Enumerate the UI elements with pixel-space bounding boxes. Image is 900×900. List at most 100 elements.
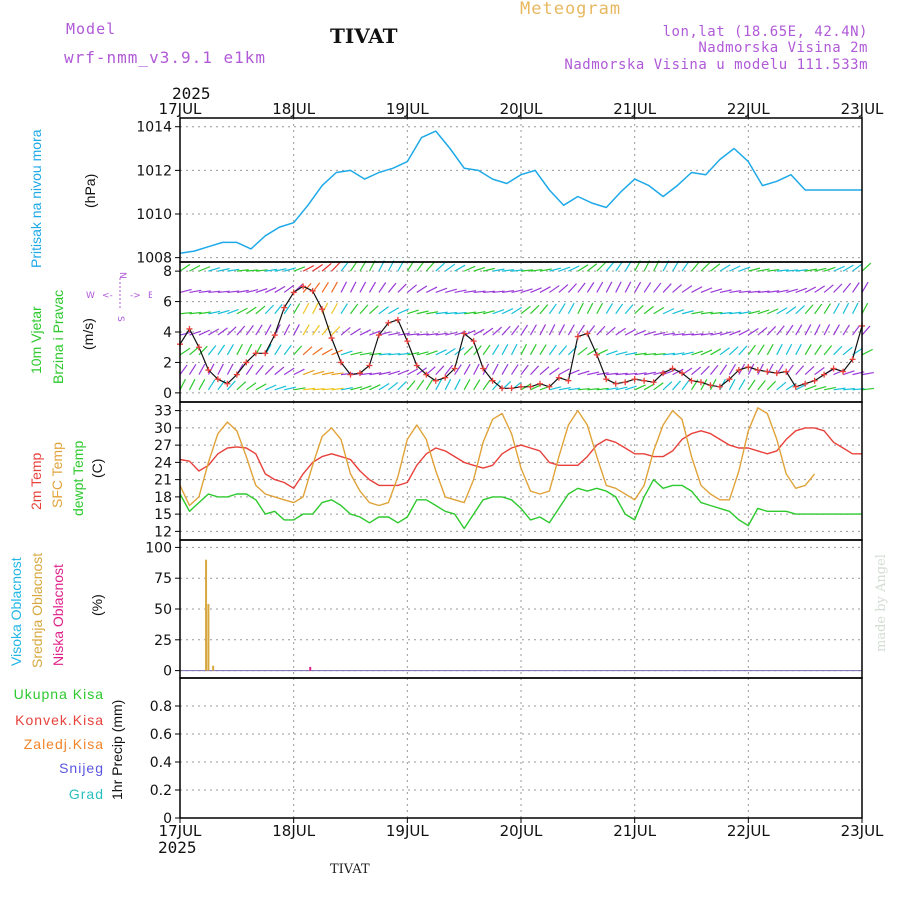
wind-barb xyxy=(246,269,259,272)
wind-barb xyxy=(445,288,457,294)
wind-barb xyxy=(719,331,732,336)
wind-speed-marker xyxy=(840,368,847,375)
wind-barb xyxy=(426,333,439,336)
wind-barb xyxy=(388,370,401,376)
wind-barb xyxy=(520,288,533,294)
wind-barb xyxy=(264,304,275,315)
wind-barb xyxy=(312,370,325,376)
wind-speed-marker xyxy=(622,379,629,386)
cloud-bar-2 xyxy=(309,666,312,671)
wind-speed-marker xyxy=(603,376,610,383)
wind-barb xyxy=(359,304,369,315)
wind-barb xyxy=(842,370,855,376)
wind-barb xyxy=(501,343,509,356)
wind-barb xyxy=(397,352,410,356)
wind-barb xyxy=(321,281,329,293)
wind-barb xyxy=(719,311,732,315)
wind-barb xyxy=(710,263,721,272)
wind-barb xyxy=(757,326,768,336)
wind-barb xyxy=(492,268,505,272)
year-top: 2025 xyxy=(172,84,211,103)
wind-barb xyxy=(444,364,453,375)
wind-barb xyxy=(568,387,581,391)
wind-barb xyxy=(672,284,683,293)
wind-barb xyxy=(189,330,202,336)
wind-barb xyxy=(785,343,793,356)
wind-barb xyxy=(719,264,731,272)
wind-barb xyxy=(615,327,626,336)
wind-barb xyxy=(766,344,774,356)
wind-speed-marker xyxy=(480,365,487,372)
wind-barb xyxy=(814,366,825,376)
wind-barb xyxy=(776,307,788,315)
wind-barb xyxy=(662,332,676,336)
x-tick-label-bottom: 17JUL xyxy=(159,822,202,840)
wind-barb xyxy=(861,371,874,376)
wind-barb xyxy=(302,369,315,376)
model-elevation-label: Nadmorska Visina u modelu 111.533m xyxy=(564,57,868,73)
wind-barb xyxy=(445,331,458,336)
wind-barb xyxy=(284,386,297,391)
wind-barb xyxy=(425,379,434,391)
wind-barb xyxy=(805,268,818,272)
wind-barb xyxy=(634,352,647,356)
wind-barb xyxy=(302,346,313,356)
x-tick-label-top: 22JUL xyxy=(727,100,770,118)
wind-barb xyxy=(416,333,429,336)
wind-barb xyxy=(369,330,381,336)
precip-ytick-label: 0.8 xyxy=(150,699,172,715)
wind-barb xyxy=(416,261,425,272)
wind-barb xyxy=(492,290,505,294)
wind-barb xyxy=(672,333,685,336)
wind-barb xyxy=(747,344,756,356)
wind-barb xyxy=(558,345,568,356)
wind-barb xyxy=(501,289,515,294)
precip-ytick-label: 0.2 xyxy=(150,783,172,799)
wind-barb xyxy=(340,261,349,272)
wind-barb xyxy=(767,268,780,272)
wind-barb xyxy=(738,311,751,315)
wind-barb xyxy=(558,324,565,336)
wind-barb xyxy=(388,381,399,391)
wind-barb xyxy=(501,363,509,375)
precip-legend-hail: Grad xyxy=(68,786,104,802)
wind-barb xyxy=(255,324,263,336)
wind-barb xyxy=(681,310,694,315)
wind-barb xyxy=(359,385,372,391)
svg-text:S: S xyxy=(115,316,125,322)
wind-barb xyxy=(539,304,549,315)
wind-barb xyxy=(672,368,684,376)
wind-speed-marker xyxy=(688,377,695,384)
wind-barb xyxy=(226,363,234,375)
wind-barb xyxy=(445,311,458,315)
wind-barb xyxy=(302,324,310,336)
wind-barb xyxy=(567,302,575,315)
wind-ytick-label: 4 xyxy=(163,325,172,341)
wind-barb xyxy=(198,290,211,294)
wind-barb xyxy=(406,284,418,293)
wind-barb xyxy=(284,267,296,272)
wind-barb xyxy=(634,384,646,391)
wind-barb xyxy=(681,260,690,272)
wind-barb xyxy=(681,285,693,293)
wind-barb xyxy=(198,266,211,272)
wind-barb xyxy=(520,324,529,336)
wind-barb xyxy=(530,365,540,376)
wind-barb xyxy=(198,345,208,356)
wind-barb xyxy=(624,328,637,336)
wind-barb xyxy=(217,309,230,315)
wind-barb xyxy=(833,265,845,272)
wind-barb xyxy=(331,302,338,315)
wind-barb xyxy=(425,261,435,272)
wind-barb xyxy=(359,329,371,336)
wind-barb xyxy=(549,285,560,293)
wind-barb xyxy=(549,386,562,391)
wind-barb xyxy=(426,286,438,293)
wind-barb xyxy=(719,289,732,294)
wind-barb xyxy=(833,324,840,336)
wind-barb xyxy=(236,269,249,272)
wind-barb xyxy=(312,347,323,356)
wind-barb xyxy=(529,344,537,356)
wind-barb xyxy=(264,365,275,376)
wind-barb xyxy=(397,381,407,391)
